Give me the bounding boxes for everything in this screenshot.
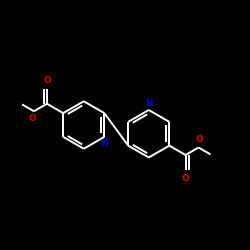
Text: N: N bbox=[100, 139, 108, 148]
Text: O: O bbox=[196, 136, 204, 144]
Text: O: O bbox=[29, 114, 36, 123]
Text: N: N bbox=[145, 99, 152, 108]
Text: O: O bbox=[43, 76, 51, 85]
Text: O: O bbox=[182, 174, 190, 183]
